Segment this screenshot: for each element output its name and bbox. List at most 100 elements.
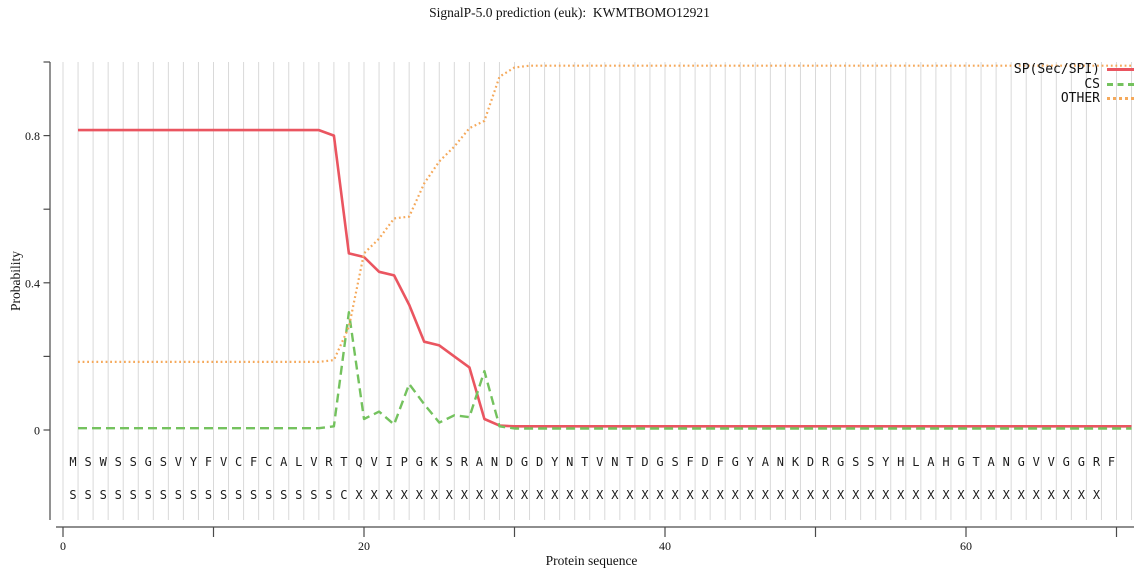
plot-gridlines [62,62,1133,520]
sequence-row-letter: W [100,455,108,469]
sequence-row-letter: T [626,455,633,469]
marks-row-letter: X [1018,488,1026,502]
marks-row-letter: X [927,488,935,502]
marks-row-letter: X [882,488,890,502]
marks-row-letter: S [190,488,197,502]
sequence-row-letter: S [84,455,91,469]
sequence-row-letter: Y [190,455,198,469]
sequence-row-letter: H [897,455,904,469]
sequence-row-letter: R [822,455,830,469]
sp-curve [78,128,1132,428]
marks-row-letter: X [686,488,694,502]
sequence-row-letter: K [431,455,439,469]
sequence-row-letter: F [205,455,212,469]
marks-row-letter: X [1033,488,1041,502]
marks-row-letter: S [310,488,317,502]
legend-label-cs: CS [1084,76,1100,92]
sequence-row-letter: G [145,455,152,469]
sequence-row-letter: T [972,455,979,469]
sequence-row-letter: C [235,455,242,469]
marks-row-letter: S [280,488,287,502]
marks-row-letter: X [762,488,770,502]
x-axis-label: Protein sequence [545,553,638,568]
sequence-row-letter: D [807,455,814,469]
cs-curve [78,311,1132,430]
sequence-row-letter: S [671,455,678,469]
sequence-row-letter: S [867,455,874,469]
sequence-row-letter: A [927,455,935,469]
sequence-row-letter: K [792,455,800,469]
legend-label-other: OTHER [1060,91,1100,106]
sequence-row-letter: S [130,455,137,469]
sequence-row-letter: L [295,455,302,469]
marks-row-letter: X [385,488,393,502]
marks-row-letter: X [581,488,589,502]
marks-row-letter: X [852,488,860,502]
marks-row-letter: S [145,488,152,502]
sequence-row-letter: V [1048,455,1055,469]
marks-row-letter: S [160,488,167,502]
legend-item-other: OTHER [1061,92,1134,106]
sequence-row-letter: N [611,455,618,469]
marks-row-letter: X [355,488,363,502]
sequence-row-letter: R [461,455,469,469]
other-curve [78,64,1132,363]
y-tick-label: 0 [34,424,40,438]
sequence-row-letter: G [656,455,663,469]
legend: SP(Sec/SPI) CS OTHER [1014,63,1134,106]
sequence-row-letter: A [280,455,288,469]
sequence-row-letter: A [987,455,995,469]
marks-row-letter: S [115,488,122,502]
sequence-row-letter: S [852,455,859,469]
sequence-row-letter: V [370,455,377,469]
sequence-row-letter: N [566,455,573,469]
marks-row-letter: X [701,488,709,502]
marks-row-letter: X [626,488,634,502]
marks-row-letter: X [777,488,785,502]
y-axis-label: Probability [8,251,23,311]
marks-row-letter: X [536,488,544,502]
y-tick-label: 0.8 [25,129,40,143]
marks-row-letter: X [431,488,439,502]
marks-row-letter: C [340,488,347,502]
legend-label-sp: SP(Sec/SPI) [1013,62,1100,77]
marks-row-letter: X [1048,488,1056,502]
sequence-row-letter: R [325,455,333,469]
sequence-row-letter: Y [551,455,559,469]
sequence-row-letter: Q [355,455,362,469]
sequence-row-letter: H [942,455,949,469]
marks-row-letter: X [1093,488,1101,502]
sequence-row-letter: M [69,455,76,469]
marks-row-letter: X [446,488,454,502]
sequence-row-letter: Y [747,455,755,469]
marks-row-letter: X [1003,488,1011,502]
sequence-row-letter: G [1063,455,1070,469]
marks-row-letter: X [656,488,664,502]
marks-row-letter: X [416,488,424,502]
marks-row-letter: X [671,488,679,502]
marks-row-letter: X [867,488,875,502]
marks-row-letter: X [461,488,469,502]
marks-row-letter: S [220,488,227,502]
sequence-row-letter: G [521,455,528,469]
legend-item-sp: SP(Sec/SPI) [1014,63,1134,77]
sequence-row-letter: L [912,455,919,469]
marks-row-letter: S [100,488,107,502]
marks-row-letter: X [401,488,409,502]
x-tick-label: 40 [659,539,671,553]
x-tick-label: 20 [358,539,370,553]
marks-row-letter: S [130,488,137,502]
marks-row-letter: X [747,488,755,502]
sequence-row-letter: G [957,455,964,469]
marks-row-letter: X [491,488,499,502]
marks-row-letter: X [912,488,920,502]
marks-row-letter: S [235,488,242,502]
sequence-row-letter: D [641,455,648,469]
marks-row-letter: S [325,488,332,502]
x-tick-label: 0 [60,539,66,553]
sequence-row-letter: V [1033,455,1040,469]
marks-row-letter: S [265,488,272,502]
